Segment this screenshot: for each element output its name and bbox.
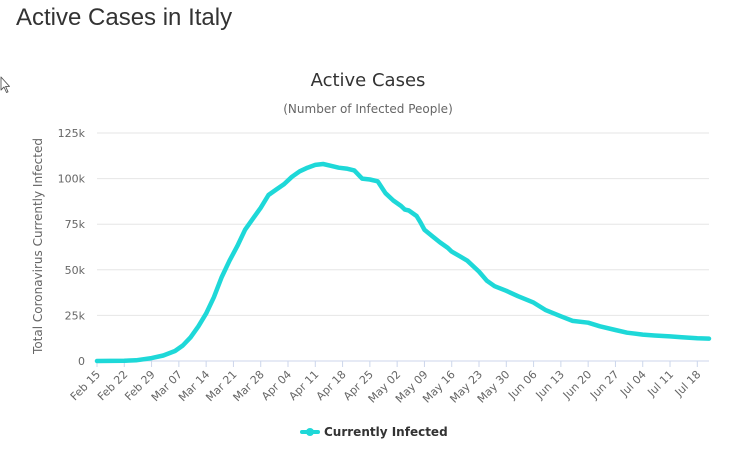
y-tick-label: 100k — [58, 173, 86, 186]
x-tick-label: Jun 06 — [505, 368, 539, 402]
legend[interactable]: Currently Infected — [300, 425, 448, 439]
y-tick-label: 125k — [58, 127, 86, 140]
x-tick-label: Jul 11 — [644, 368, 676, 400]
legend-marker-icon — [306, 428, 314, 436]
y-axis-title: Total Coronavirus Currently Infected — [31, 138, 45, 355]
x-tick-label: Jul 04 — [617, 368, 649, 400]
chart-title: Active Cases — [311, 70, 426, 91]
page-title: Active Cases in Italy — [16, 4, 233, 31]
x-tick-label: Mar 28 — [231, 368, 267, 404]
y-tick-label: 75k — [65, 218, 86, 231]
x-tick-label: Jul 18 — [672, 368, 704, 400]
series-layer — [94, 161, 712, 364]
legend-label[interactable]: Currently Infected — [324, 425, 448, 439]
series-line-currently-infected[interactable] — [94, 161, 712, 364]
y-tick-label: 50k — [65, 264, 86, 277]
x-tick-label: Jun 20 — [560, 368, 594, 402]
x-tick-label: Apr 11 — [286, 368, 321, 403]
mouse-cursor-icon — [0, 76, 10, 93]
y-axis-ticks: 0 25k 50k 75k 100k 125k — [58, 127, 86, 368]
chart-subtitle: (Number of Infected People) — [283, 102, 453, 116]
y-tick-label: 0 — [78, 355, 85, 368]
grid-lines — [97, 132, 709, 362]
x-tick-label: Apr 18 — [314, 368, 349, 403]
y-tick-label: 25k — [65, 309, 86, 322]
x-tick-label: Jun 27 — [587, 368, 621, 402]
x-tick-label: Jun 13 — [533, 368, 567, 402]
x-tick-label: Apr 04 — [259, 368, 294, 403]
